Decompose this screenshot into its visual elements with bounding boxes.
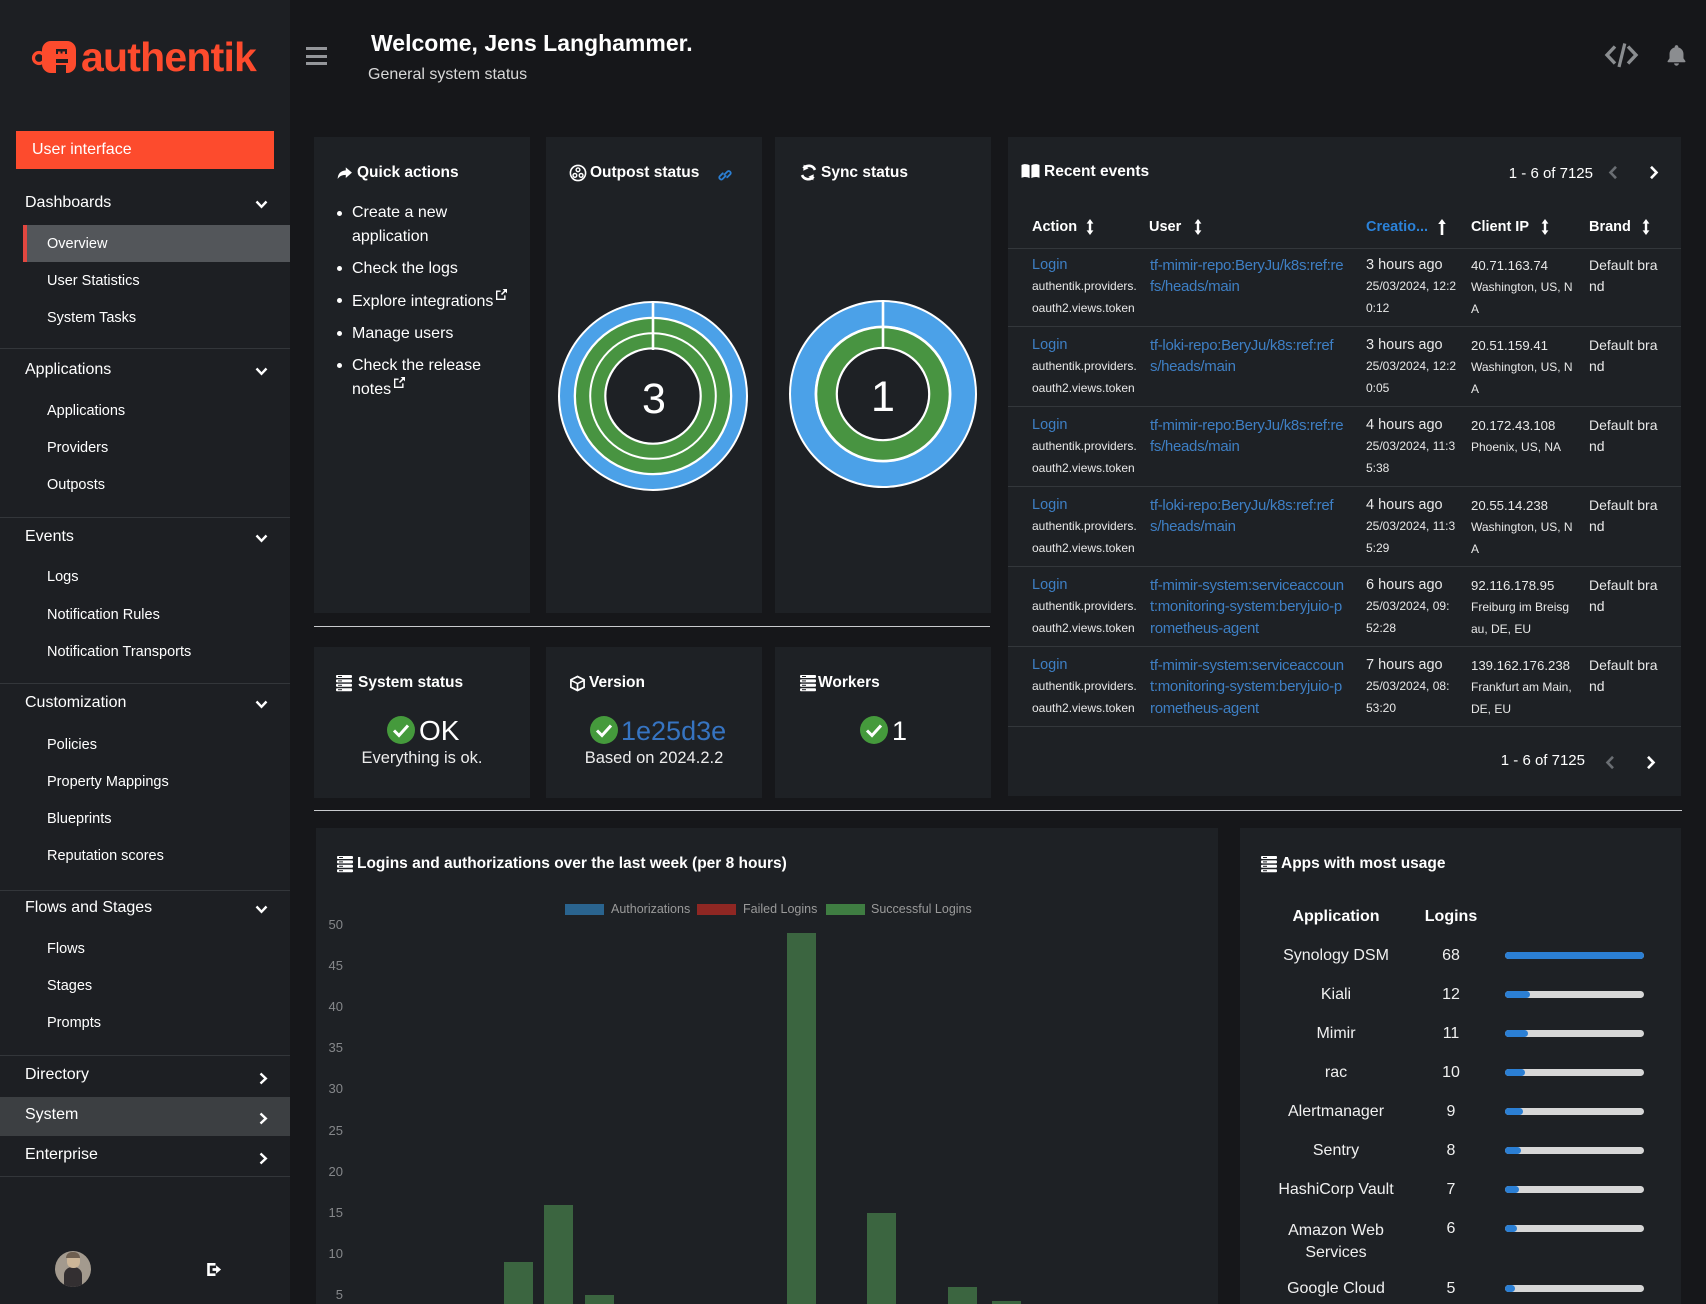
svg-text:authentik: authentik (81, 34, 257, 80)
